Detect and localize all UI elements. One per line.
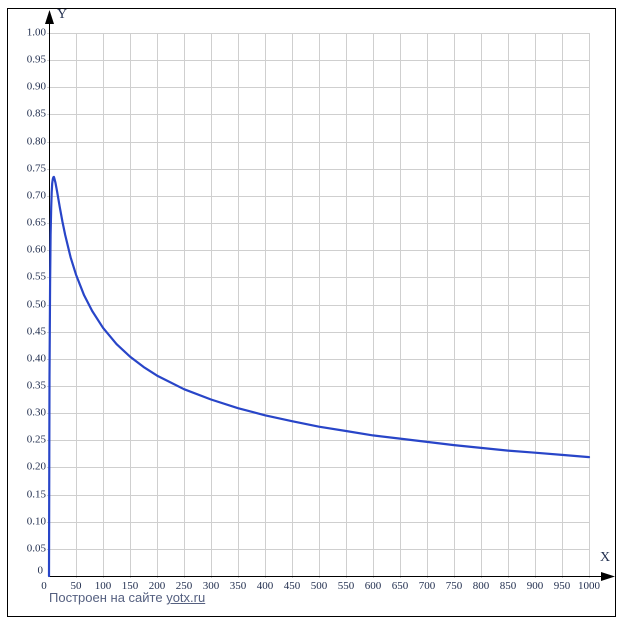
x-tick-label: 950	[553, 580, 571, 592]
y-tick-label: 0.70	[26, 189, 46, 202]
x-tick-label: 850	[499, 580, 517, 592]
x-tick-label: 450	[283, 580, 301, 592]
y-tick-label: 0.50	[26, 298, 46, 310]
y-tick-label: 0.45	[26, 325, 46, 338]
x-tick-label: 150	[121, 580, 139, 592]
x-tick-label: 700	[418, 580, 436, 592]
x-tick-label: 650	[391, 580, 409, 592]
x-tick-label: 200	[148, 580, 166, 592]
x-tick-label: 550	[337, 580, 355, 592]
y-tick-label: 0.75	[26, 162, 46, 175]
y-tick-label: 0.95	[26, 53, 46, 66]
y-tick-label: 0.30	[26, 406, 46, 419]
x-tick-label: 100	[94, 580, 112, 592]
y-tick-label: 0.35	[26, 379, 46, 392]
x-tick-label: 50	[70, 580, 82, 592]
x-tick-label: 300	[202, 580, 220, 592]
x-tick-label: 0	[41, 580, 47, 592]
y-tick-label: 0.55	[26, 270, 46, 283]
x-tick-label: 500	[310, 580, 328, 592]
yotx-link[interactable]: yotx.ru	[166, 590, 206, 605]
footer: Построен на сайте yotx.ru	[49, 590, 205, 606]
y-tick-label: 0.90	[26, 80, 46, 93]
y-tick-label: 0.10	[26, 515, 46, 528]
x-axis-label: X	[600, 550, 611, 565]
y-tick-label: 0	[37, 564, 44, 577]
y-tick-label: 0.85	[26, 107, 46, 120]
x-tick-label: 750	[445, 580, 463, 592]
x-tick-label: 350	[229, 580, 247, 592]
y-tick-label: 0.20	[26, 460, 46, 473]
y-tick-label: 0.25	[26, 433, 46, 446]
y-tick-label: 0.05	[26, 542, 46, 555]
y-tick-label: 0.80	[26, 135, 46, 148]
plot-frame	[7, 8, 616, 617]
y-axis-label: Y	[57, 7, 68, 22]
y-tick-label: 0.65	[26, 216, 46, 229]
x-tick-label: 800	[472, 580, 490, 592]
x-tick-label: 1000	[578, 580, 600, 592]
y-tick-label: 0.60	[26, 243, 46, 256]
y-tick-label: 1.00	[26, 26, 46, 39]
x-tick-label: 600	[364, 580, 382, 592]
y-tick-label: 0.40	[26, 352, 46, 365]
x-tick-label: 900	[526, 580, 544, 592]
footer-text: Построен на сайте	[49, 590, 163, 605]
x-tick-label: 250	[175, 580, 193, 592]
y-tick-label: 0.15	[26, 488, 46, 501]
x-tick-label: 400	[256, 580, 274, 592]
